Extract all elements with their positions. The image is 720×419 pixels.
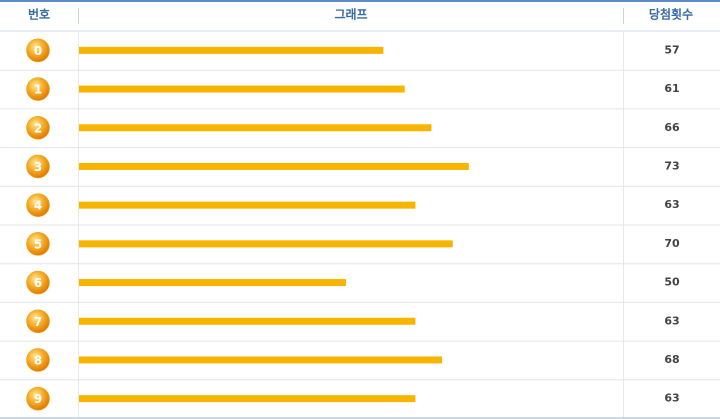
number-label: 5 — [34, 237, 42, 251]
number-ball — [26, 309, 50, 334]
count-label: 50 — [664, 276, 680, 289]
count-bar — [79, 162, 469, 170]
count-bar — [79, 46, 384, 54]
header-number: 번호 — [28, 7, 50, 22]
number-ball — [26, 348, 50, 372]
number-label: 0 — [34, 44, 42, 58]
count-label: 57 — [664, 43, 679, 56]
number-label: 7 — [34, 315, 42, 329]
number-ball — [26, 154, 50, 179]
count-label: 63 — [664, 198, 679, 211]
count-label: 63 — [664, 392, 679, 405]
number-label: 2 — [34, 121, 42, 135]
count-label: 68 — [664, 353, 679, 366]
count-bar — [79, 201, 416, 209]
count-bar — [79, 85, 405, 93]
number-label: 8 — [34, 353, 42, 367]
number-label: 4 — [34, 199, 42, 213]
number-ball — [26, 115, 50, 140]
number-label: 9 — [34, 392, 42, 406]
count-label: 61 — [664, 82, 679, 95]
number-ball — [26, 232, 50, 256]
count-bar — [79, 279, 346, 287]
number-ball — [26, 270, 50, 295]
rows: 0 57 1 61 2 66 3 73 4 63 5 70 6 50 7 63 8 68 9 63 — [0, 38, 720, 411]
header-graph: 그래프 — [334, 7, 367, 22]
count-bar — [79, 124, 432, 132]
number-ball — [26, 77, 50, 101]
count-bar — [79, 240, 453, 248]
number-label: 3 — [34, 160, 42, 174]
number-ball — [26, 386, 50, 411]
count-label: 63 — [664, 314, 679, 327]
count-bar — [79, 356, 443, 364]
header-count: 당첨횟수 — [649, 7, 693, 22]
number-ball — [26, 193, 50, 217]
number-label: 6 — [34, 276, 42, 290]
number-label: 1 — [34, 83, 42, 97]
count-label: 70 — [664, 237, 680, 250]
count-label: 73 — [664, 159, 679, 172]
count-bar — [79, 317, 416, 325]
number-ball — [26, 38, 50, 63]
count-bar — [79, 395, 416, 403]
count-label: 66 — [664, 121, 680, 134]
